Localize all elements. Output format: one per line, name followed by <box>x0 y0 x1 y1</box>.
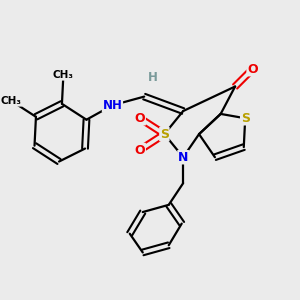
Text: CH₃: CH₃ <box>53 70 74 80</box>
Text: NH: NH <box>103 99 122 112</box>
Text: CH₃: CH₃ <box>1 96 22 106</box>
Text: S: S <box>241 112 250 125</box>
Text: H: H <box>148 71 158 84</box>
Text: O: O <box>135 143 145 157</box>
Text: N: N <box>178 151 188 164</box>
Text: S: S <box>160 128 169 141</box>
Text: O: O <box>247 63 258 76</box>
Text: O: O <box>135 112 145 125</box>
